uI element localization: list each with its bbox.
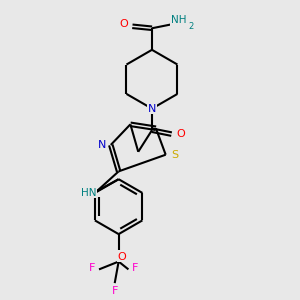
- Text: O: O: [119, 19, 128, 29]
- Text: S: S: [171, 150, 178, 160]
- Text: F: F: [112, 286, 118, 296]
- Text: 2: 2: [188, 22, 194, 31]
- Text: O: O: [117, 252, 126, 262]
- Text: F: F: [132, 263, 139, 273]
- Text: N: N: [148, 103, 156, 114]
- Text: NH: NH: [171, 15, 186, 26]
- Text: O: O: [176, 129, 185, 139]
- Text: F: F: [89, 263, 95, 273]
- Text: HN: HN: [82, 188, 97, 198]
- Text: N: N: [98, 140, 106, 150]
